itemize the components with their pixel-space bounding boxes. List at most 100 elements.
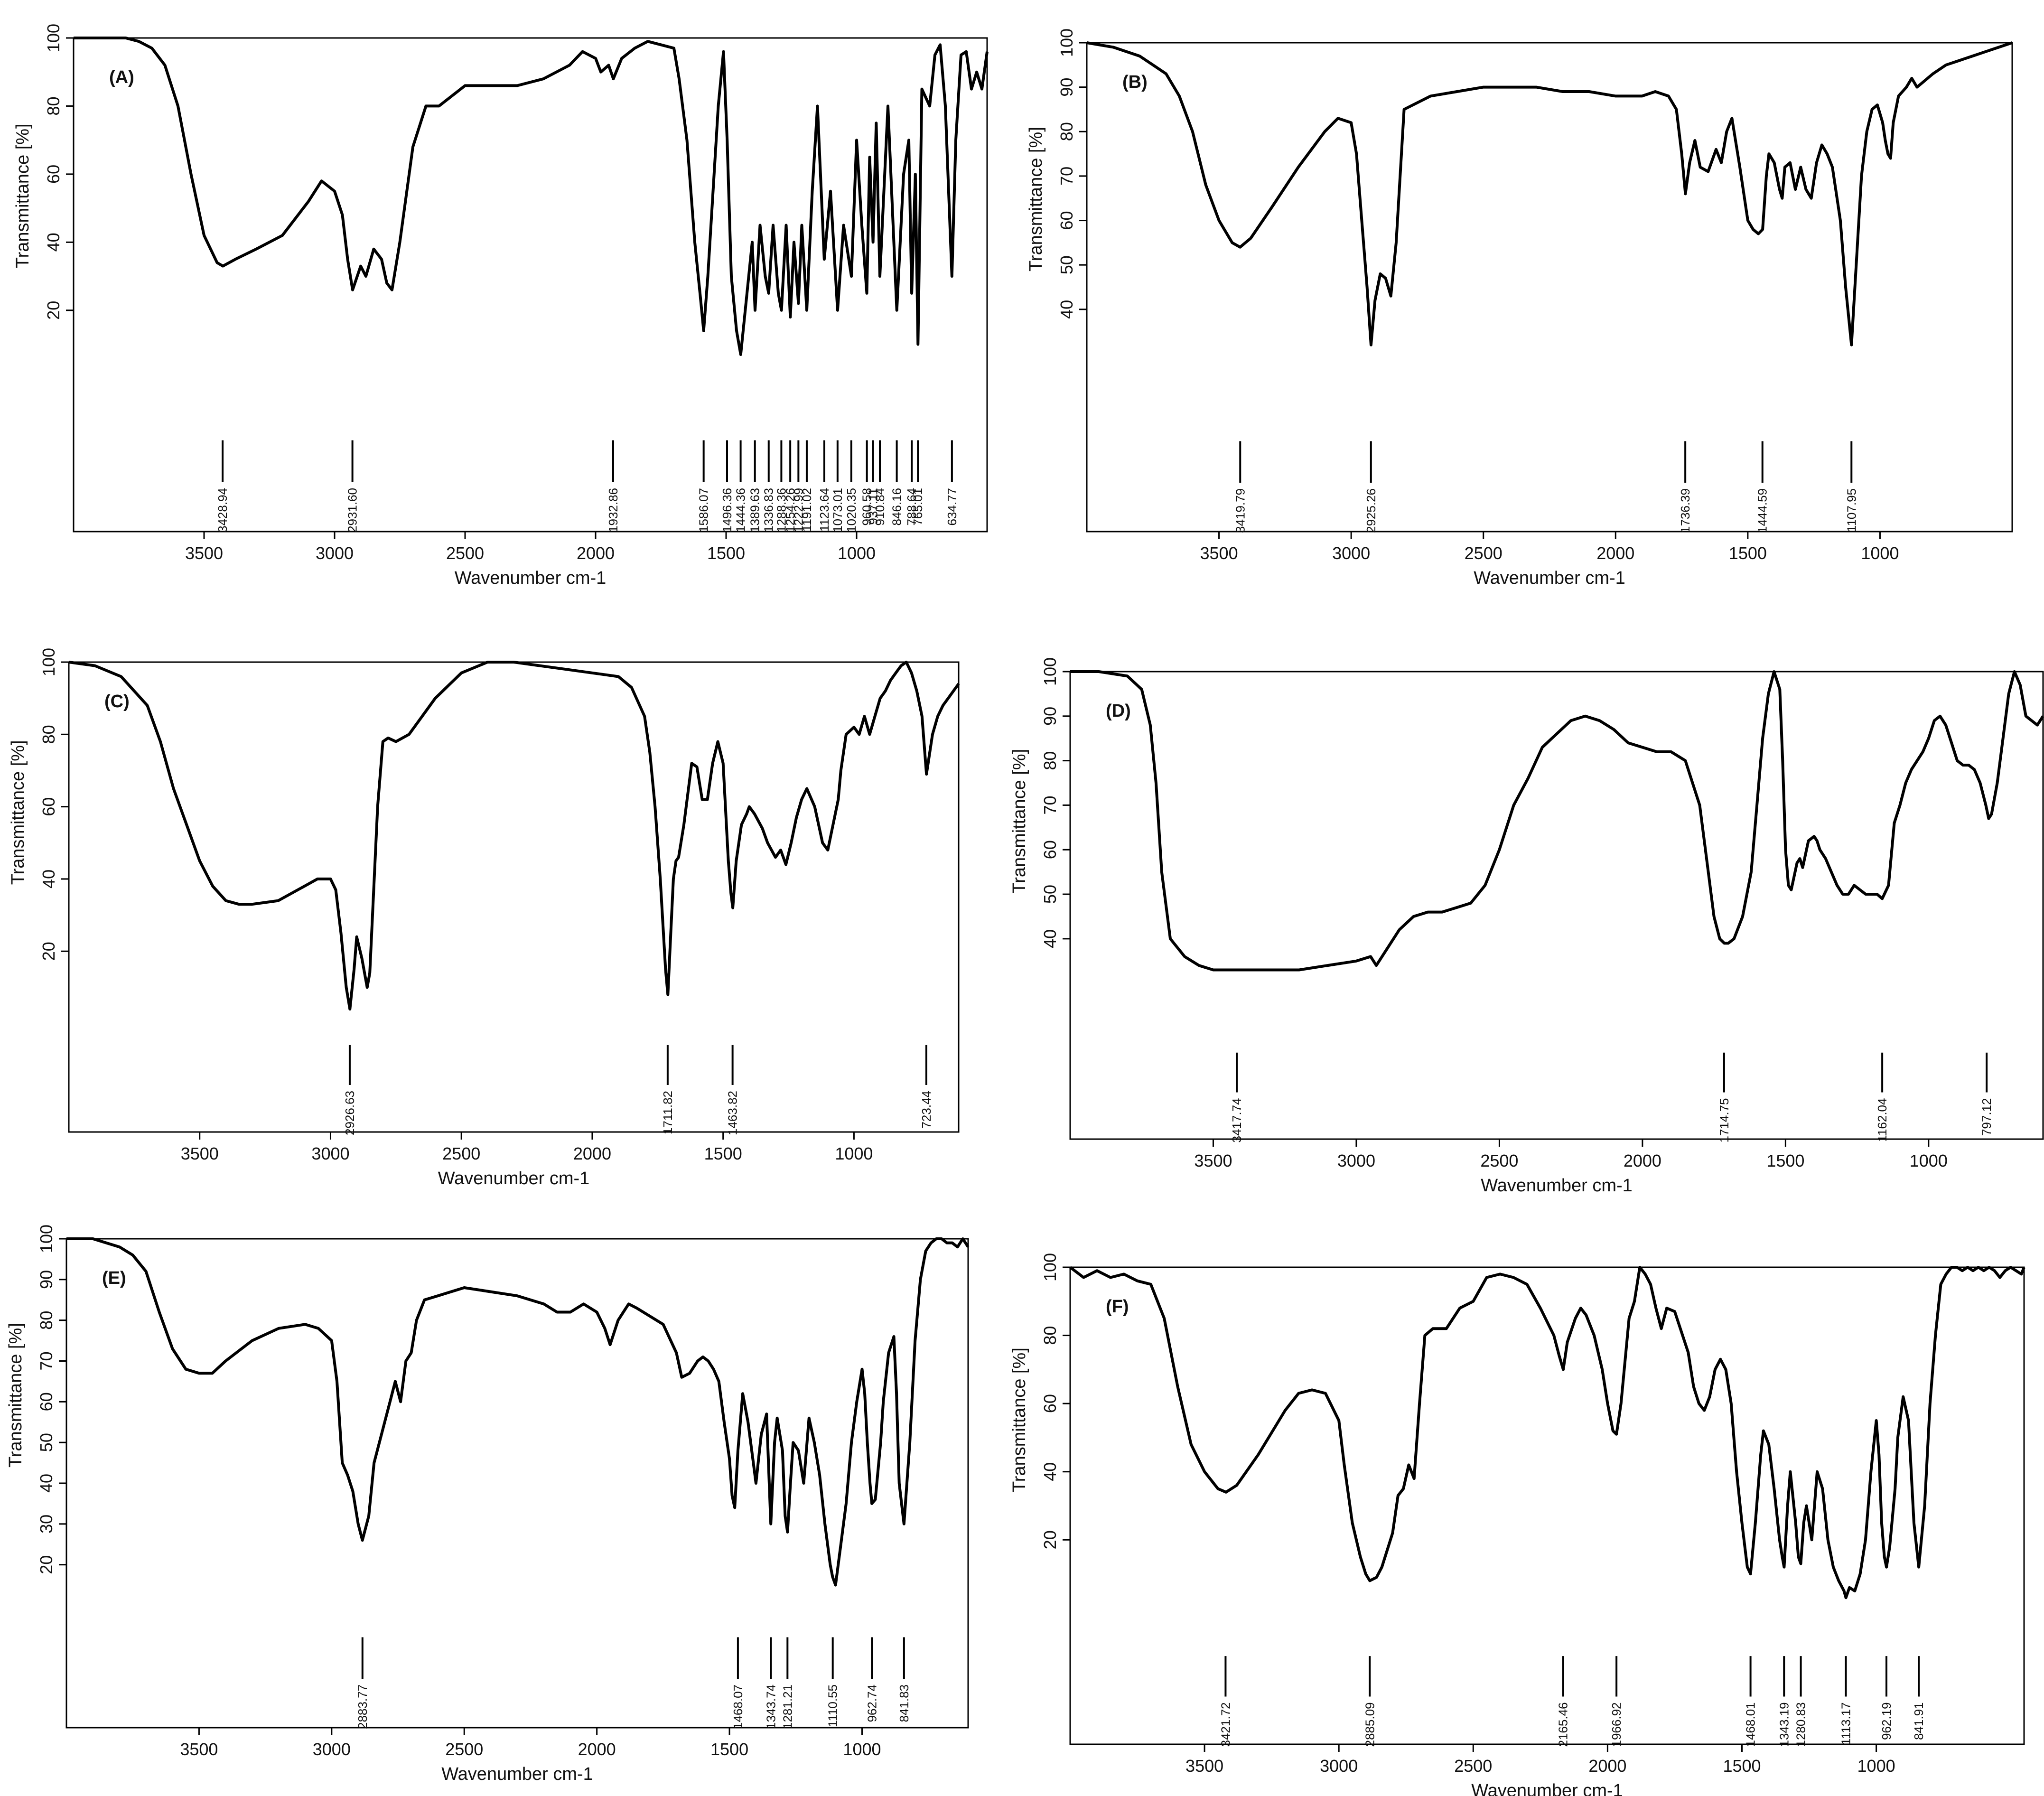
x-tick-label: 1000 (1910, 1151, 1948, 1170)
x-tick-label: 2500 (442, 1144, 480, 1163)
peak-label: 1281.21 (780, 1684, 794, 1729)
peak-label: 1107.95 (1844, 488, 1858, 532)
x-tick-label: 3500 (185, 543, 223, 563)
y-tick-label: 50 (1057, 255, 1076, 274)
peak-label: 3417.74 (1230, 1098, 1244, 1143)
y-tick-label: 100 (37, 1225, 56, 1253)
peak-label: 1222.99 (791, 488, 805, 533)
y-tick-label: 70 (37, 1351, 56, 1370)
peak-label: 1711.82 (661, 1091, 675, 1134)
x-tick-label: 2500 (1454, 1756, 1492, 1776)
x-tick-label: 1000 (1861, 543, 1899, 563)
x-tick-label: 2000 (577, 543, 615, 563)
peak-label: 1343.19 (1777, 1702, 1791, 1747)
peak-label: 3428.94 (215, 488, 230, 533)
y-tick-label: 100 (44, 24, 63, 52)
y-tick-label: 50 (1040, 885, 1060, 904)
y-tick-label: 100 (1057, 28, 1076, 57)
x-axis-title: Wavenumber cm-1 (438, 1169, 590, 1188)
x-tick-label: 2000 (578, 1740, 616, 1759)
plot-frame (1069, 671, 2044, 1140)
y-tick-label: 80 (44, 96, 63, 115)
plot-frame (73, 37, 988, 533)
x-tick-label: 2500 (445, 1740, 483, 1759)
peak-label: 1073.01 (831, 488, 845, 533)
peak-label: 634.77 (945, 488, 959, 526)
y-tick-label: 20 (37, 1555, 56, 1574)
x-tick-label: 1000 (835, 1144, 873, 1163)
peak-label: 960.58 (860, 488, 874, 526)
spectrum-line (68, 661, 960, 1011)
panel-label: (A) (109, 67, 134, 87)
peak-label: 962.74 (865, 1684, 879, 1722)
x-tick-label: 3500 (180, 1740, 218, 1759)
y-axis-title: Transmittance [%] (1009, 1347, 1029, 1492)
y-tick-label: 40 (1040, 929, 1060, 948)
x-tick-label: 1000 (843, 1740, 881, 1759)
x-tick-label: 2000 (1588, 1756, 1626, 1776)
peak-label: 2883.77 (355, 1684, 370, 1729)
y-axis-title: Transmittance [%] (13, 123, 33, 268)
x-tick-label: 3500 (1200, 543, 1238, 563)
x-tick-label: 2000 (1596, 543, 1634, 563)
panel-label: (B) (1122, 72, 1148, 92)
y-tick-label: 20 (1040, 1530, 1060, 1549)
peak-label: 1254.26 (783, 488, 797, 533)
x-tick-label: 2000 (573, 1144, 611, 1163)
peak-label: 1966.92 (1609, 1702, 1624, 1747)
x-tick-label: 2500 (446, 543, 484, 563)
peak-label: 3421.72 (1218, 1702, 1232, 1747)
peak-label: 937.11 (866, 488, 880, 525)
x-tick-label: 1000 (838, 543, 876, 563)
x-tick-label: 2500 (1480, 1151, 1518, 1170)
peak-label: 841.83 (897, 1684, 911, 1722)
y-tick-label: 60 (39, 797, 58, 816)
spectrum-line (74, 37, 989, 356)
peak-label: 1932.86 (606, 488, 620, 533)
peak-label: 1110.55 (826, 1684, 840, 1727)
x-tick-label: 3000 (311, 1144, 349, 1163)
x-tick-label: 1500 (707, 543, 745, 563)
peak-label: 1113.17 (1839, 1702, 1853, 1745)
y-axis-title: Transmittance [%] (1009, 749, 1029, 894)
y-tick-label: 80 (37, 1311, 56, 1330)
peak-label: 1444.59 (1755, 488, 1770, 533)
x-tick-label: 1500 (704, 1144, 742, 1163)
peak-label: 2165.46 (1556, 1702, 1570, 1747)
y-tick-label: 40 (44, 233, 63, 252)
x-axis-title: Wavenumber cm-1 (1474, 568, 1625, 588)
y-tick-label: 100 (39, 648, 58, 676)
y-tick-label: 80 (1040, 751, 1060, 770)
y-tick-label: 60 (37, 1392, 56, 1411)
peak-label: 1389.63 (748, 488, 762, 533)
chart-panel-2: 3500 3000 2500 2000 1500 1000 40 50 60 70 80 90 100 W… (1026, 28, 2013, 588)
spectrum-line (1086, 41, 2013, 346)
y-tick-label: 80 (1040, 1326, 1060, 1345)
peak-label: 1123.64 (817, 488, 831, 532)
x-axis-title: Wavenumber cm-1 (1471, 1781, 1623, 1796)
peak-label: 1280.83 (1794, 1702, 1808, 1747)
peak-label: 1191.02 (800, 488, 814, 532)
chart-panel-5: 3500 3000 2500 2000 1500 1000 20 30 40 50 60 70 80 90… (6, 1225, 970, 1784)
y-axis-title: Transmittance [%] (1026, 127, 1046, 271)
spectrum-line (66, 1237, 970, 1587)
x-tick-label: 3000 (1320, 1756, 1358, 1776)
x-tick-label: 3000 (313, 1740, 351, 1759)
chart-panel-6: 3500 3000 2500 2000 1500 1000 20 40 60 80 100 Waven… (1009, 1253, 2025, 1796)
y-axis-title: Transmittance [%] (6, 1323, 26, 1468)
peak-label: 1288.36 (774, 488, 788, 533)
x-tick-label: 1500 (1729, 543, 1767, 563)
y-tick-label: 40 (39, 870, 58, 889)
x-tick-label: 3500 (1194, 1151, 1232, 1170)
y-tick-label: 80 (1057, 122, 1076, 141)
peak-label: 1162.04 (1875, 1098, 1889, 1142)
y-tick-label: 20 (44, 301, 63, 320)
y-tick-label: 60 (1040, 1394, 1060, 1413)
peak-label: 2931.60 (345, 488, 360, 533)
x-tick-label: 1500 (710, 1740, 748, 1759)
y-tick-label: 30 (37, 1515, 56, 1534)
peak-label: 1496.36 (720, 488, 734, 533)
y-axis-title: Transmittance [%] (8, 740, 28, 885)
peak-label: 1343.74 (764, 1684, 778, 1729)
peak-label: 1586.07 (697, 488, 711, 533)
